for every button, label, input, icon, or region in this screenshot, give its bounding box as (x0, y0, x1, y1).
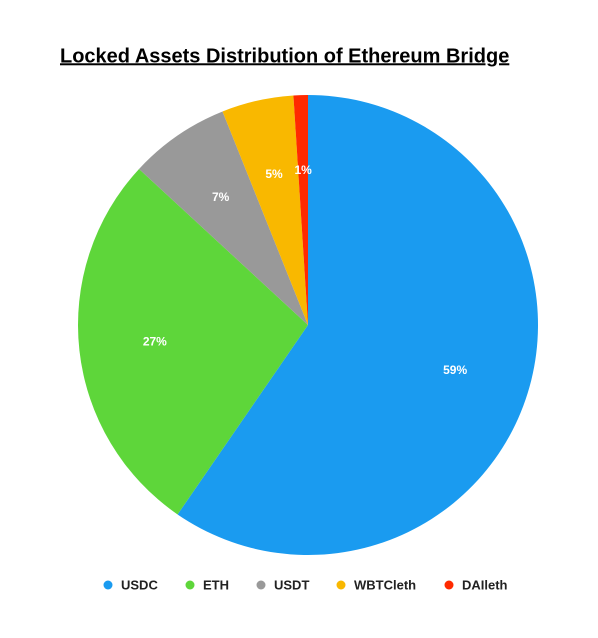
legend-label: WBTCleth (354, 577, 416, 592)
legend-marker (103, 580, 113, 590)
legend-marker (256, 580, 266, 590)
pie-slice (222, 95, 308, 325)
value-label: 59% (443, 363, 467, 377)
legend-label: DAIleth (462, 577, 508, 592)
legend-label: ETH (203, 577, 229, 592)
pie-slice (139, 111, 308, 325)
pie-slice (293, 95, 308, 325)
value-label: 7% (212, 190, 230, 204)
value-label: 1% (294, 163, 312, 177)
legend-marker (444, 580, 454, 590)
value-label: 27% (143, 334, 167, 348)
value-label: 5% (265, 167, 283, 181)
legend-marker (336, 580, 346, 590)
legend-marker (185, 580, 195, 590)
legend-label: USDT (274, 577, 309, 592)
chart-title: Locked Assets Distribution of Ethereum B… (60, 45, 509, 67)
pie-slice (177, 95, 539, 555)
pie-slice (77, 168, 308, 515)
legend-label: USDC (121, 577, 158, 592)
